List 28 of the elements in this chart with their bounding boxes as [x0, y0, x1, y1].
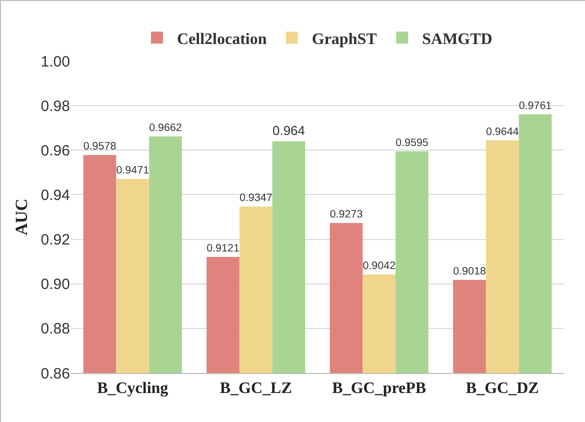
x-tick-label: B_GC_prePB — [332, 380, 426, 398]
y-tick-label: 0.96 — [40, 142, 70, 160]
y-tick-label: 0.86 — [40, 365, 70, 382]
data-label: 0.9578 — [83, 140, 116, 153]
legend-label: Cell2location — [177, 30, 267, 48]
y-tick-label: 0.92 — [40, 232, 70, 249]
y-tick-label: 1.00 — [40, 53, 70, 70]
data-label: 0.9644 — [486, 126, 519, 138]
data-label: 0.9273 — [330, 208, 363, 221]
data-label: 0.9042 — [362, 260, 396, 272]
data-label: 0.9471 — [116, 164, 150, 176]
y-tick-label: 0.88 — [40, 320, 70, 338]
y-tick-label: 0.94 — [40, 186, 70, 204]
x-tick-label: B_GC_LZ — [220, 380, 292, 398]
y-axis-title: AUC — [12, 198, 31, 236]
data-label: 0.9347 — [239, 192, 272, 204]
x-tick-label: B_GC_DZ — [466, 380, 539, 398]
data-label: 0.9662 — [149, 122, 182, 134]
legend-label: GraphST — [312, 30, 378, 48]
legend-label: SAMGTD — [422, 30, 492, 48]
data-label: 0.964 — [272, 123, 306, 138]
data-label: 0.9018 — [453, 265, 486, 278]
y-tick-label: 0.90 — [40, 276, 70, 294]
data-label: 0.9595 — [396, 136, 428, 149]
y-tick-label: 0.98 — [40, 98, 70, 115]
data-label: 0.9121 — [206, 242, 240, 254]
data-label: 0.9761 — [518, 100, 552, 112]
x-tick-label: B_Cycling — [97, 380, 168, 398]
